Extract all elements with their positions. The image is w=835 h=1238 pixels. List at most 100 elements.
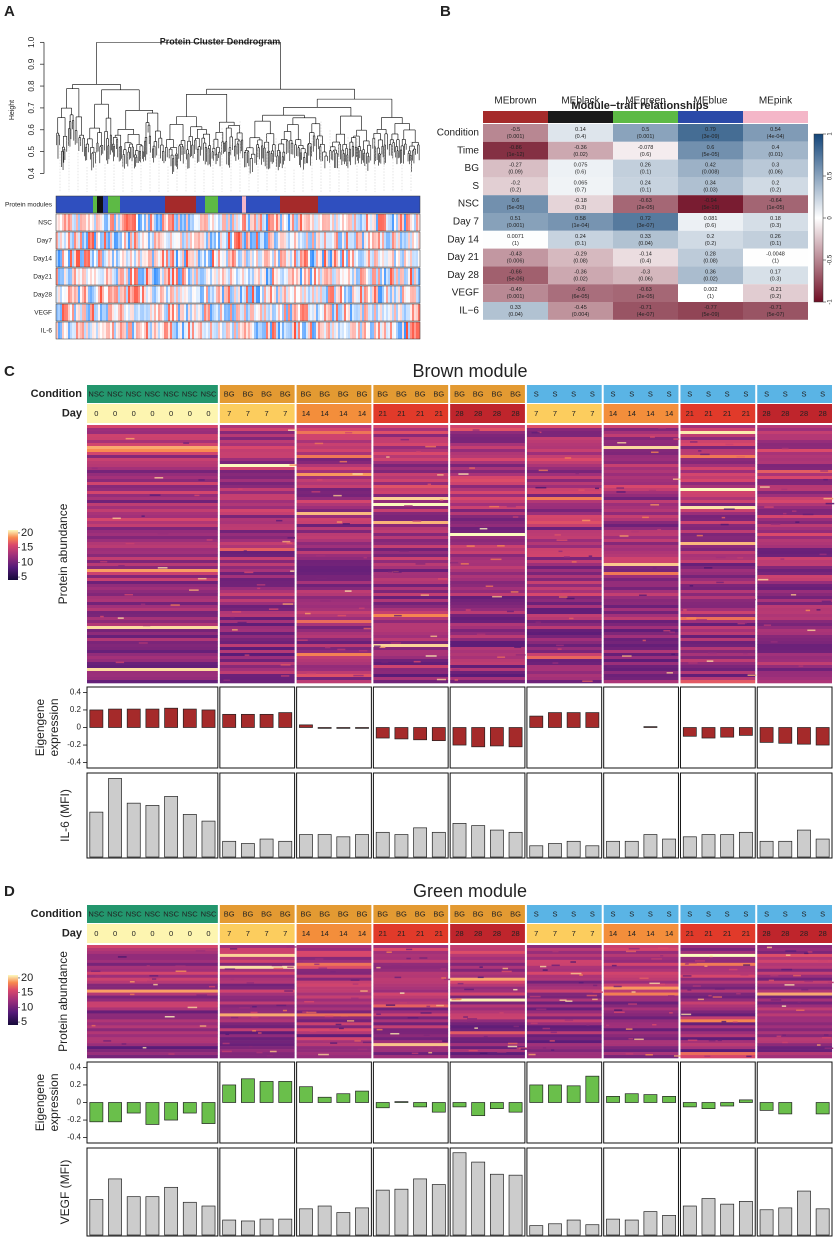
trait-strip [164,268,167,285]
trait-strip [76,322,79,339]
trait-strip [234,232,237,249]
heatmap-streak [315,958,324,960]
heatmap-row [757,680,832,684]
trait-strip [156,250,159,267]
trait-strip [278,304,281,321]
heatmap-streak [415,563,426,565]
heatmap-row [680,950,756,955]
trait-strip [368,232,371,249]
day-label: 14 [665,409,673,418]
bar [299,1086,313,1103]
trait-strip [308,286,311,303]
heatmap-streak [337,648,346,651]
trait-strip [316,304,319,321]
row-header: Day [62,927,83,939]
heatmap-row [680,518,756,522]
trait-strip [102,232,105,249]
heatmap-row [373,581,449,585]
trait-strip [396,214,399,231]
heatmap-row [757,659,832,663]
trait-strip [168,268,171,285]
heatmap-streak [704,1055,711,1058]
heatmap-streak [419,957,428,959]
trait-strip [392,232,395,249]
heatmap-row [757,635,832,639]
trait-strip [232,286,235,303]
trait-strip [86,322,89,339]
heatmap-row [373,590,449,594]
heatmap-streak [465,609,471,611]
trait-strip [58,286,61,303]
heatmap-row [219,1013,295,1017]
trait-strip [142,268,145,285]
heatmap-row [296,584,372,588]
trait-strip [114,232,117,249]
heatmap-row [450,1025,525,1029]
heatmap-row [450,548,525,552]
heatmap-cell [743,266,808,285]
heatmap-streak [198,479,205,481]
heatmap-row [373,560,449,564]
heatmap-streak [687,1039,698,1042]
trait-strip [368,268,371,285]
trait-strip [330,232,333,249]
bar [778,1102,793,1115]
heatmap-row [603,548,679,552]
trait-strip [254,214,257,231]
trait-strip [102,322,105,339]
trait-strip [382,286,385,303]
trait-strip [198,232,201,249]
day-label: 7 [572,409,576,418]
trait-strip [294,250,297,267]
bar [182,1201,197,1236]
heatmap-row [680,623,756,627]
trait-strip [412,250,415,267]
trait-strip [68,214,71,231]
heatmap-row [219,491,295,495]
heatmap-cell [548,124,613,142]
heatmap-row [87,668,218,672]
trait-strip [274,250,277,267]
trait-strip [322,214,325,231]
trait-strip [222,214,225,231]
trait-strip [408,286,411,303]
heatmap-streak [510,591,519,593]
cell-pvalue: (0.1) [770,241,781,247]
heatmap-cell [483,248,548,267]
heatmap-row [87,626,218,630]
heatmap-row [219,533,295,537]
heatmap-row [680,512,756,516]
heatmap-row [87,638,218,642]
day-label: 0 [113,929,117,938]
heatmap-row [526,584,602,588]
heatmap-row [373,485,449,489]
heatmap-row [450,449,525,453]
heatmap-row [757,554,832,558]
heatmap-row [219,992,295,996]
trait-strip [246,304,249,321]
heatmap-row [219,1019,295,1023]
heatmap-row [757,425,832,429]
heatmap-streak [793,974,801,977]
trait-strip [382,232,385,249]
trait-strip [202,322,205,339]
trait-strip [286,268,289,285]
trait-strip [210,304,213,321]
trait-strip [102,250,105,267]
heatmap-streak [406,957,411,960]
trait-strip [304,250,307,267]
row-label: IL-6 [41,328,53,335]
heatmap-row [603,572,679,576]
heatmap-row [680,629,756,633]
heatmap-row [219,566,295,570]
heatmap-row [87,620,218,624]
heatmap-row [219,563,295,567]
trait-strip [218,250,221,267]
heatmap-row [373,461,449,465]
trait-strip [192,286,195,303]
heatmap-row [296,569,372,573]
bar [394,727,409,740]
trait-strip [78,250,81,267]
bar [240,713,255,728]
heatmap-streak [529,995,541,998]
